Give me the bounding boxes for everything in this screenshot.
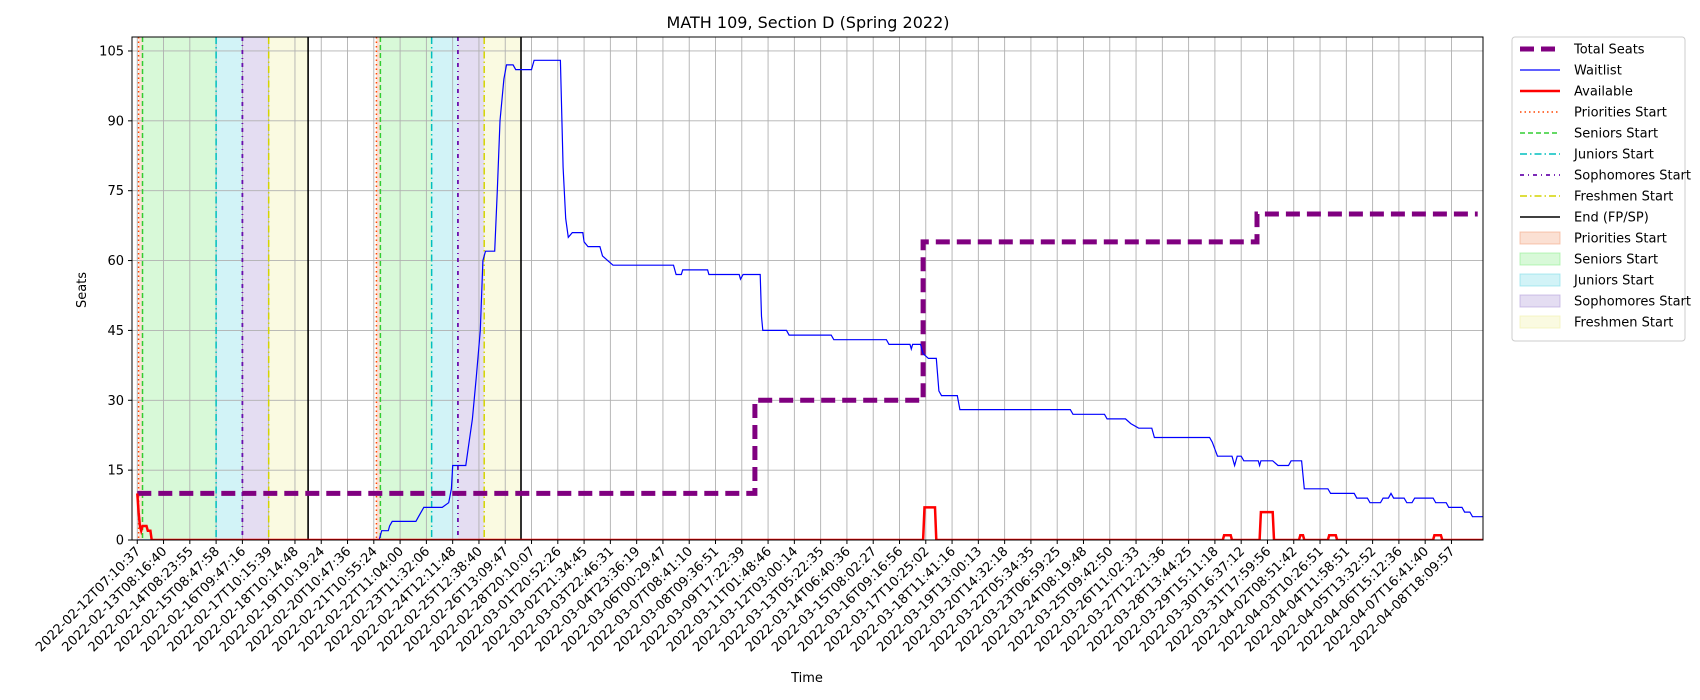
legend-label-7: Freshmen Start <box>1574 190 1673 205</box>
y-tick-label: 30 <box>107 394 124 409</box>
axes-frame <box>131 36 1484 541</box>
legend-label-13: Freshmen Start <box>1574 316 1673 331</box>
shaded-region-2-0 <box>216 37 243 540</box>
y-tick-label: 45 <box>107 324 124 339</box>
legend-label-6: Sophomores Start <box>1574 169 1691 184</box>
legend-label-9: Priorities Start <box>1574 232 1667 247</box>
shaded-region-4-0 <box>268 37 309 540</box>
y-tick-label: 0 <box>116 534 124 549</box>
series-line-waitlist <box>137 59 1483 540</box>
y-axis-label: Seats <box>75 272 90 308</box>
chart-title: MATH 109, Section D (Spring 2022) <box>667 13 950 32</box>
legend-label-11: Juniors Start <box>1573 274 1654 289</box>
x-axis-label: Time <box>790 671 823 686</box>
shaded-region-4-1 <box>484 37 522 540</box>
y-tick-label: 60 <box>107 254 124 269</box>
legend-swatch-11 <box>1519 273 1561 287</box>
series-line-available <box>136 493 1483 540</box>
legend-label-2: Available <box>1574 85 1633 100</box>
legend-label-8: End (FP/SP) <box>1574 211 1649 226</box>
shaded-region-0-1 <box>376 37 381 540</box>
legend-label-3: Priorities Start <box>1574 106 1667 121</box>
legend-label-5: Juniors Start <box>1573 148 1654 163</box>
legend-swatch-9 <box>1519 231 1561 245</box>
shaded-region-0-0 <box>138 37 143 540</box>
legend-label-1: Waitlist <box>1574 64 1622 79</box>
legend-label-0: Total Seats <box>1573 43 1645 58</box>
shaded-region-3-0 <box>242 37 269 540</box>
shaded-region-3-1 <box>457 37 485 540</box>
shaded-region-2-1 <box>431 37 458 540</box>
shaded-region-1-1 <box>380 37 432 540</box>
series-line-total-seats <box>137 211 1478 496</box>
legend-label-12: Sophomores Start <box>1574 295 1691 310</box>
legend: Total Seats Waitlist Available Priorities S… <box>1511 36 1691 342</box>
legend-swatch-12 <box>1519 294 1561 308</box>
legend-swatch-10 <box>1519 252 1561 266</box>
legend-swatch-13 <box>1519 315 1561 329</box>
y-tick-label: 75 <box>107 184 124 199</box>
y-tick-label: 105 <box>99 44 124 59</box>
y-tick-label: 90 <box>107 114 124 129</box>
shaded-region-1-0 <box>142 37 217 540</box>
legend-label-10: Seniors Start <box>1574 253 1658 268</box>
plot-area <box>132 37 1483 540</box>
y-tick-label: 15 <box>107 464 124 479</box>
legend-label-4: Seniors Start <box>1574 127 1658 142</box>
